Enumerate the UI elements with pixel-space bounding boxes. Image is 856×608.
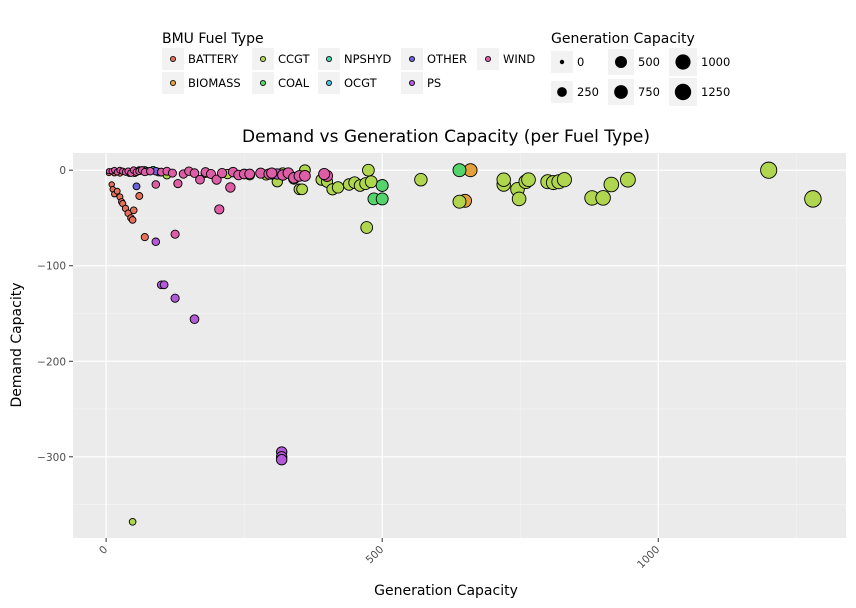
data-point-battery (113, 187, 121, 195)
data-point-ps (151, 237, 161, 247)
x-tick-label: 1000 (635, 544, 662, 571)
legend-swatch-wind (484, 56, 491, 63)
data-point-wind (167, 168, 177, 178)
size-legend-label: 1250 (701, 85, 730, 99)
legend-label-battery: BATTERY (188, 52, 239, 66)
data-points (105, 161, 822, 526)
y-tick-label: −300 (37, 452, 66, 464)
data-point-ccgt (362, 163, 375, 177)
data-point-ccgt (496, 172, 511, 187)
legend-swatch-coal (259, 80, 266, 87)
data-point-wind (170, 229, 180, 239)
legend-label-other: OTHER (427, 52, 467, 66)
legend-swatch-ps (408, 80, 415, 87)
legend-label-ccgt: CCGT (278, 52, 311, 66)
fuel-type-legend: BMU Fuel Type BATTERY BIOMASS CCGT COAL NPSH… (162, 31, 535, 94)
data-point-ccgt (331, 181, 345, 194)
data-point-wind (216, 167, 228, 179)
data-point-wind (244, 168, 256, 180)
data-point-other (132, 182, 141, 191)
data-point-coal (375, 192, 389, 206)
data-point-wind (318, 167, 331, 181)
legend-swatch-other (408, 56, 415, 63)
size-swatch (674, 83, 692, 101)
data-point-ccgt (360, 221, 374, 234)
data-point-coal (452, 163, 467, 178)
legend-swatch-ocgt (325, 80, 332, 87)
data-point-wind (189, 168, 200, 178)
size-swatch (615, 56, 627, 68)
data-point-ccgt (760, 161, 778, 179)
chart-title: Demand vs Generation Capacity (per Fuel … (242, 127, 650, 147)
data-point-wind (151, 180, 161, 189)
legend-label-ocgt: OCGT (344, 76, 378, 90)
plot-panel (73, 153, 846, 538)
data-point-wind (299, 170, 311, 182)
data-point-ps (170, 293, 180, 303)
data-point-wind (195, 174, 205, 185)
data-point-wind (211, 174, 222, 185)
data-point-ps (276, 454, 288, 466)
data-point-ccgt (296, 183, 308, 196)
size-legend-label: 1000 (701, 55, 730, 69)
data-point-wind (266, 167, 278, 179)
legend-swatch-battery (169, 56, 176, 63)
data-point-ccgt (511, 191, 527, 207)
legend-swatch-ccgt (259, 56, 266, 63)
fuel-legend-title: BMU Fuel Type (162, 31, 264, 47)
size-swatch (614, 85, 628, 99)
data-point-ccgt (595, 190, 611, 206)
x-tick-label: 0 (97, 544, 110, 557)
data-point-battery (135, 192, 144, 200)
size-legend-label: 500 (638, 55, 660, 69)
data-point-coal (375, 179, 389, 192)
legend-label-ps: PS (427, 76, 441, 90)
data-point-wind (214, 204, 225, 215)
x-axis-title: Generation Capacity (374, 583, 518, 599)
legend-label-wind: WIND (503, 52, 535, 66)
data-point-ccgt (128, 517, 137, 526)
size-legend-title: Generation Capacity (551, 31, 695, 47)
legend-swatch-npshyd (325, 56, 332, 63)
data-point-ccgt (620, 171, 636, 188)
data-point-ccgt (556, 172, 572, 188)
data-point-ccgt (414, 172, 428, 187)
data-point-ccgt (603, 176, 620, 193)
data-point-ccgt (521, 172, 536, 188)
data-point-ccgt (452, 194, 467, 209)
legend-label-coal: COAL (278, 76, 310, 90)
data-point-wind (173, 179, 183, 189)
data-point-wind (146, 167, 155, 176)
data-point-ps (189, 314, 200, 325)
size-swatch (675, 54, 691, 70)
legend-label-npshyd: NPSHYD (344, 52, 392, 66)
data-point-ps (159, 280, 169, 290)
size-legend-label: 250 (577, 85, 599, 99)
size-swatch (557, 87, 567, 97)
y-tick-label: −200 (37, 356, 66, 368)
size-swatch (559, 59, 565, 65)
legend-label-biomass: BIOMASS (188, 76, 241, 90)
y-tick-label: 0 (59, 165, 66, 177)
y-tick-label: −100 (37, 261, 66, 273)
data-point-battery (128, 216, 137, 224)
legend-swatch-biomass (169, 80, 176, 87)
y-axis-title: Demand Capacity (9, 282, 25, 407)
data-point-battery (140, 233, 149, 242)
data-point-ccgt (804, 190, 822, 208)
data-point-ccgt (364, 175, 378, 189)
data-point-wind (225, 182, 236, 193)
size-legend-label: 0 (577, 55, 584, 69)
data-point-battery (129, 206, 138, 215)
x-tick-label: 500 (364, 544, 387, 567)
size-legend-label: 750 (638, 85, 660, 99)
size-legend: Generation Capacity 0 250 500 750 1000 1250 (551, 31, 730, 106)
